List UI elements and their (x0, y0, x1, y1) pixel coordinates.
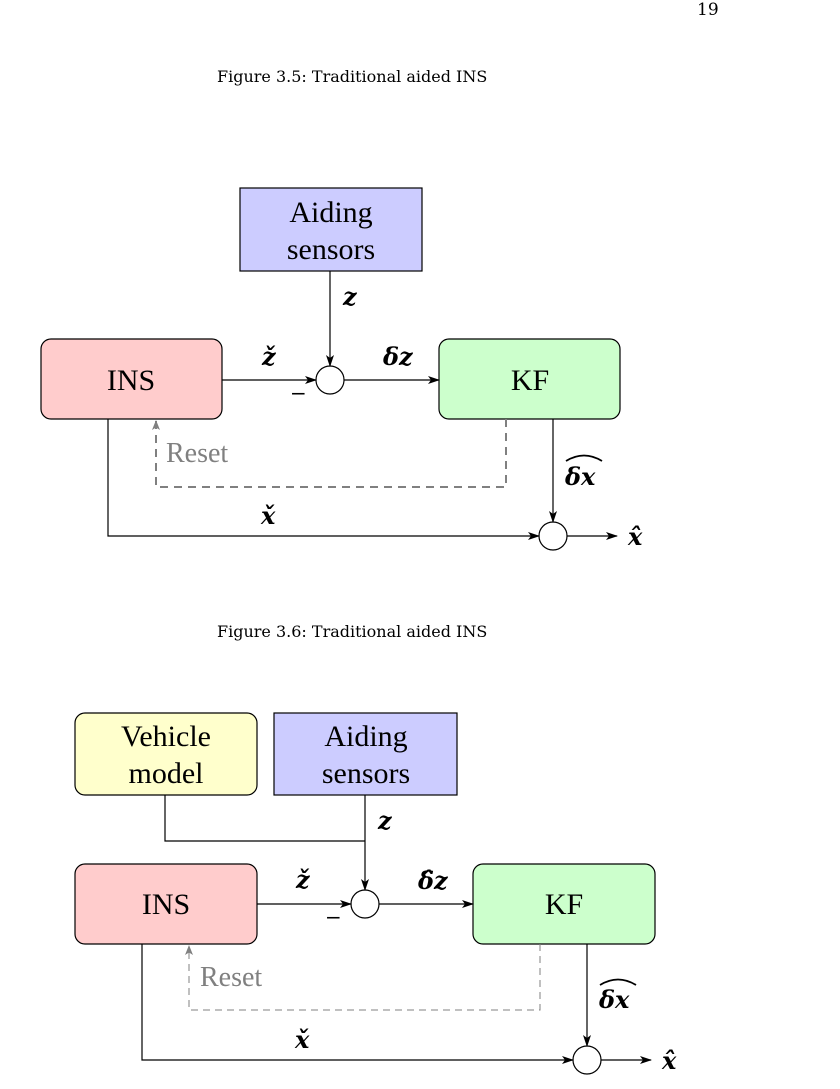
aiding-sensors-block (239, 187, 423, 272)
delta-z-symbol: δz (382, 342, 414, 371)
z-symbol: z (342, 282, 358, 311)
wide-hat (565, 454, 603, 462)
aiding-sensors-label-1: Aiding (289, 196, 372, 229)
aiding-sensors-block (273, 712, 458, 796)
reset-feedback-line (185, 944, 541, 1011)
x-check-arrow (141, 944, 574, 1064)
aiding-sensors-label-2: sensors (322, 757, 410, 790)
kf-label: KF (545, 888, 583, 921)
z-symbol: z (377, 806, 393, 835)
vehicle-model-block (74, 712, 258, 796)
x-hat-symbol: x̂ (661, 1046, 677, 1075)
wide-hat (599, 978, 637, 986)
subtraction-junction (315, 365, 345, 395)
delta-x-hat-symbol: δx (598, 985, 630, 1014)
x-check-arrow (107, 419, 540, 540)
x-check-symbol: x̌ (294, 1025, 310, 1054)
minus-sign: − (290, 381, 307, 405)
delta-x-hat-symbol: δx (564, 462, 596, 491)
figure-3-6-diagram: Vehicle model Aiding sensors INS KF z ž … (74, 712, 677, 1075)
ins-block (40, 338, 223, 420)
page-number: 19 (697, 0, 719, 20)
reset-label: Reset (166, 438, 228, 469)
x-hat-symbol: x̂ (627, 522, 643, 551)
figure-caption: Figure 3.6: Traditional aided INS (217, 622, 488, 641)
aiding-sensors-label-2: sensors (287, 233, 375, 266)
ins-label: INS (107, 364, 155, 397)
vehicle-model-label-2: model (129, 757, 204, 790)
figure-caption: Figure 3.5: Traditional aided INS (217, 67, 488, 86)
minus-sign: − (325, 905, 342, 929)
kf-label: KF (511, 364, 549, 397)
vehicle-model-label-1: Vehicle (121, 720, 211, 753)
ins-label: INS (142, 888, 190, 921)
x-check-symbol: x̌ (260, 501, 276, 530)
delta-z-symbol: δ̂z (417, 866, 449, 895)
reset-feedback-line (152, 419, 507, 488)
aiding-sensors-label-1: Aiding (324, 720, 407, 753)
reset-label: Reset (200, 962, 262, 993)
vehicle-model-line (164, 795, 365, 842)
figure-3-5-diagram: Aiding sensors INS KF z ž − δz δx x̌ x̂ … (40, 187, 643, 551)
z-check-symbol: ž (261, 342, 277, 371)
z-check-symbol: ž (295, 865, 311, 894)
correction-junction (538, 521, 568, 551)
correction-junction (572, 1045, 602, 1075)
subtraction-junction (350, 889, 380, 919)
